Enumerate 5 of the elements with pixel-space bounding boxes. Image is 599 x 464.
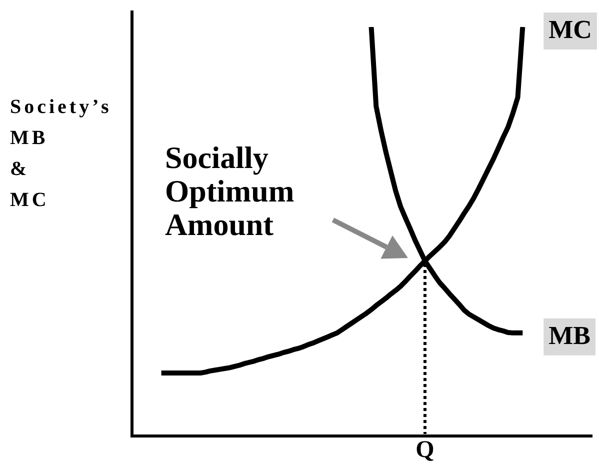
text: Q (416, 437, 434, 464)
y-axis-title: Society’s MB & MC (10, 95, 113, 213)
series-label: MC (548, 15, 592, 44)
series-label: MB (548, 321, 591, 350)
annotation: Socially Optimum Amount (164, 140, 294, 242)
